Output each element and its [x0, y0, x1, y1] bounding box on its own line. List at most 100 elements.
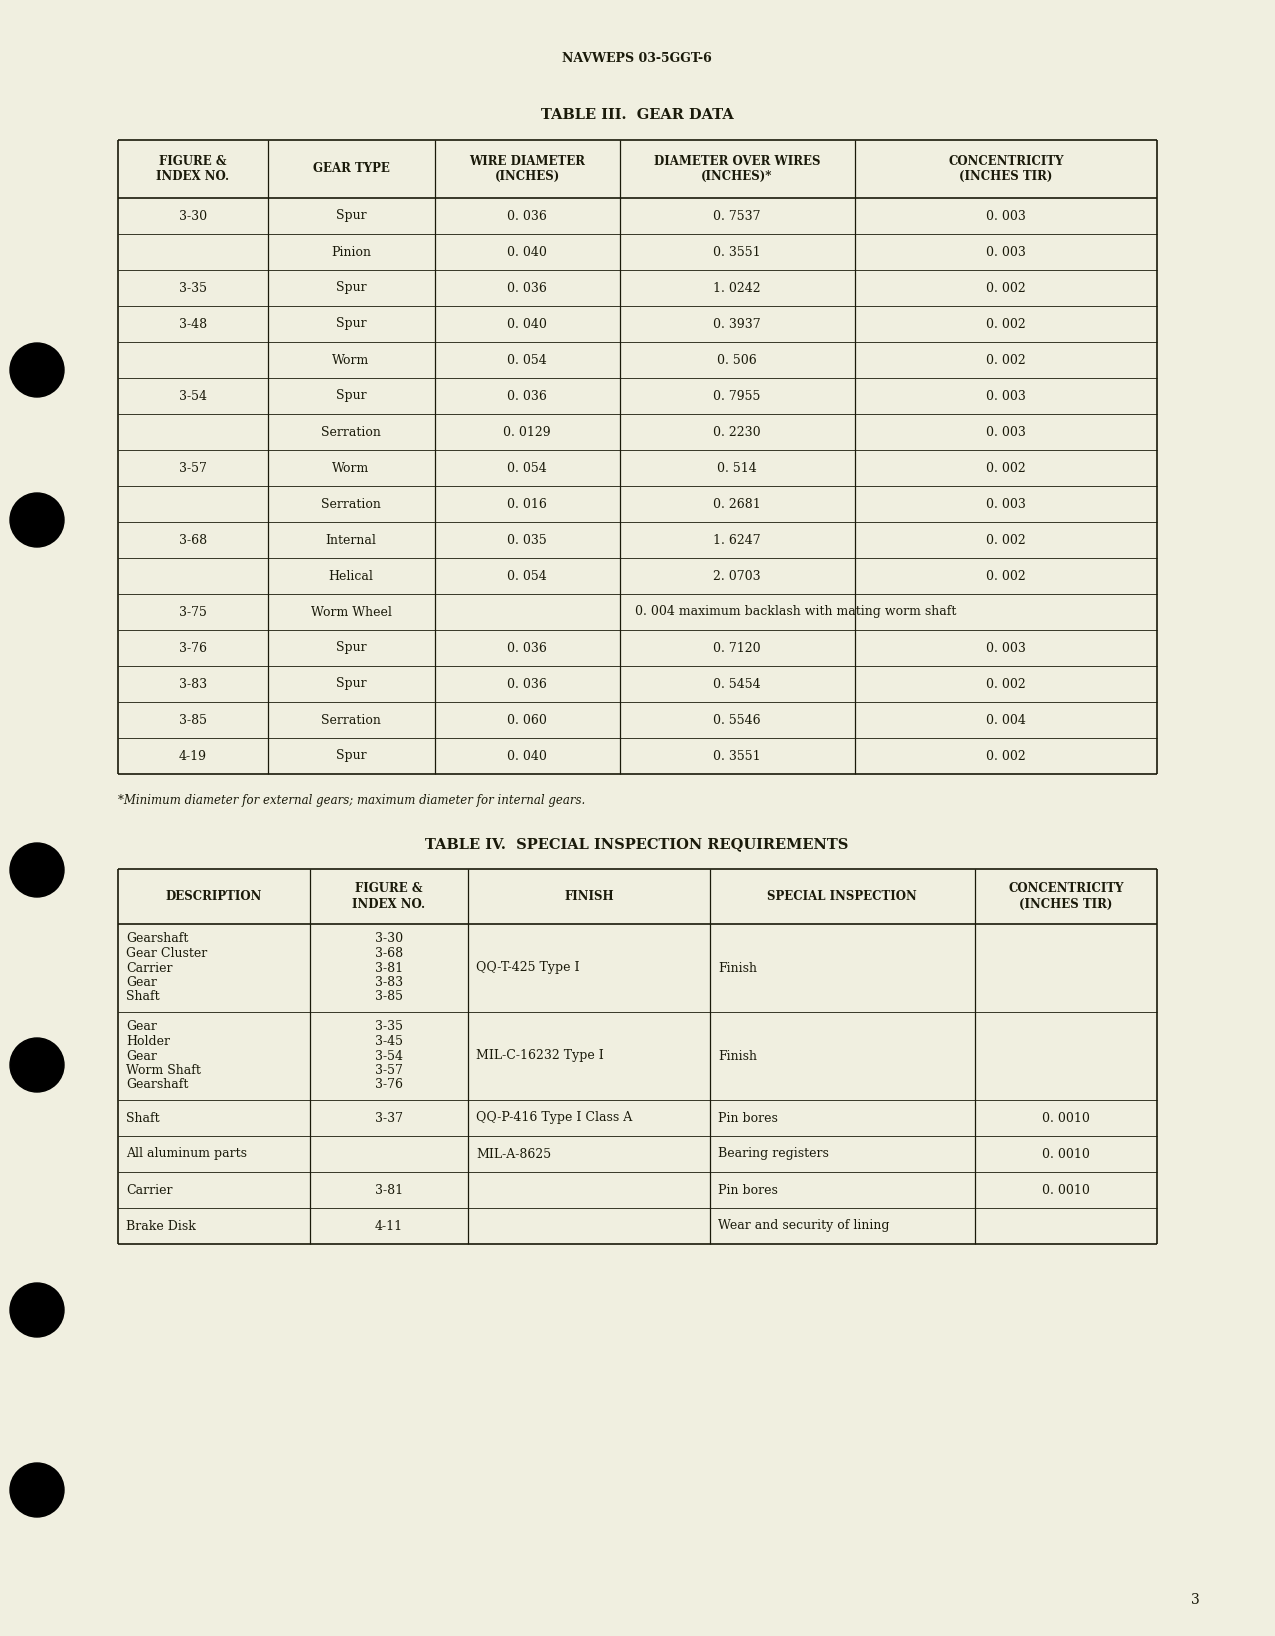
Text: 3-68: 3-68: [375, 947, 403, 960]
Text: Serration: Serration: [321, 713, 381, 726]
Text: DIAMETER OVER WIRES
(INCHES)*: DIAMETER OVER WIRES (INCHES)*: [654, 155, 820, 183]
Text: Helical: Helical: [329, 569, 374, 582]
Text: 0. 2681: 0. 2681: [713, 497, 761, 510]
Text: 0. 003: 0. 003: [986, 209, 1026, 222]
Text: WIRE DIAMETER
(INCHES): WIRE DIAMETER (INCHES): [469, 155, 585, 183]
Text: MIL-C-16232 Type I: MIL-C-16232 Type I: [476, 1050, 604, 1062]
Text: MIL-A-8625: MIL-A-8625: [476, 1147, 551, 1160]
Text: CONCENTRICITY
(INCHES TIR): CONCENTRICITY (INCHES TIR): [949, 155, 1063, 183]
Text: 0. 036: 0. 036: [507, 209, 547, 222]
Text: 3-35: 3-35: [375, 1021, 403, 1034]
Text: 4-11: 4-11: [375, 1219, 403, 1232]
Text: Gear: Gear: [126, 1050, 157, 1062]
Text: 3-75: 3-75: [179, 605, 207, 618]
Text: *Minimum diameter for external gears; maximum diameter for internal gears.: *Minimum diameter for external gears; ma…: [119, 793, 585, 807]
Text: Gear Cluster: Gear Cluster: [126, 947, 208, 960]
Text: 0. 054: 0. 054: [507, 461, 547, 474]
Text: 0. 3551: 0. 3551: [713, 245, 761, 258]
Text: Spur: Spur: [335, 281, 366, 294]
Text: Gearshaft: Gearshaft: [126, 1078, 189, 1091]
Text: 0. 003: 0. 003: [986, 641, 1026, 654]
Text: TABLE IV.  SPECIAL INSPECTION REQUIREMENTS: TABLE IV. SPECIAL INSPECTION REQUIREMENT…: [426, 838, 849, 851]
Circle shape: [10, 1037, 64, 1091]
Text: 0. 036: 0. 036: [507, 641, 547, 654]
Text: 0. 7537: 0. 7537: [713, 209, 761, 222]
Text: Spur: Spur: [335, 389, 366, 402]
Text: 0. 040: 0. 040: [507, 245, 547, 258]
Text: 3-76: 3-76: [375, 1078, 403, 1091]
Text: 0. 003: 0. 003: [986, 245, 1026, 258]
Text: 3-35: 3-35: [179, 281, 207, 294]
Text: Worm Shaft: Worm Shaft: [126, 1063, 201, 1076]
Text: 0. 004: 0. 004: [986, 713, 1026, 726]
Circle shape: [10, 1463, 64, 1517]
Text: Gearshaft: Gearshaft: [126, 933, 189, 946]
Text: 3-30: 3-30: [179, 209, 207, 222]
Text: 3-85: 3-85: [375, 990, 403, 1003]
Text: Pin bores: Pin bores: [718, 1183, 778, 1196]
Text: 0. 004 maximum backlash with mating worm shaft: 0. 004 maximum backlash with mating worm…: [635, 605, 956, 618]
Text: Wear and security of lining: Wear and security of lining: [718, 1219, 890, 1232]
Text: Carrier: Carrier: [126, 1183, 172, 1196]
Text: 0. 5546: 0. 5546: [713, 713, 761, 726]
Text: Spur: Spur: [335, 209, 366, 222]
Text: 0. 7120: 0. 7120: [713, 641, 761, 654]
Text: 0. 002: 0. 002: [986, 533, 1026, 546]
Text: 3-48: 3-48: [179, 317, 207, 330]
Text: 0. 002: 0. 002: [986, 461, 1026, 474]
Text: 3-83: 3-83: [179, 677, 207, 690]
Text: 0. 040: 0. 040: [507, 749, 547, 762]
Text: 0. 002: 0. 002: [986, 749, 1026, 762]
Text: 0. 035: 0. 035: [507, 533, 547, 546]
Text: CONCENTRICITY
(INCHES TIR): CONCENTRICITY (INCHES TIR): [1009, 882, 1123, 911]
Text: 3-37: 3-37: [375, 1111, 403, 1124]
Text: 0. 003: 0. 003: [986, 497, 1026, 510]
Text: Serration: Serration: [321, 425, 381, 438]
Text: Worm Wheel: Worm Wheel: [311, 605, 391, 618]
Text: 0. 0010: 0. 0010: [1042, 1111, 1090, 1124]
Text: 0. 060: 0. 060: [507, 713, 547, 726]
Text: 0. 3551: 0. 3551: [713, 749, 761, 762]
Text: Worm: Worm: [333, 353, 370, 366]
Text: 2. 0703: 2. 0703: [713, 569, 761, 582]
Text: FINISH: FINISH: [564, 890, 613, 903]
Text: 3-30: 3-30: [375, 933, 403, 946]
Text: 0. 514: 0. 514: [717, 461, 757, 474]
Text: 3-68: 3-68: [179, 533, 207, 546]
Text: SPECIAL INSPECTION: SPECIAL INSPECTION: [768, 890, 917, 903]
Text: Spur: Spur: [335, 317, 366, 330]
Text: 0. 002: 0. 002: [986, 569, 1026, 582]
Text: 3-81: 3-81: [375, 962, 403, 975]
Text: FIGURE &
INDEX NO.: FIGURE & INDEX NO.: [352, 882, 426, 911]
Text: 0. 054: 0. 054: [507, 353, 547, 366]
Text: QQ-T-425 Type I: QQ-T-425 Type I: [476, 962, 580, 975]
Text: 0. 036: 0. 036: [507, 389, 547, 402]
Text: 0. 002: 0. 002: [986, 353, 1026, 366]
Text: 0. 506: 0. 506: [717, 353, 757, 366]
Text: 0. 0010: 0. 0010: [1042, 1183, 1090, 1196]
Text: 0. 002: 0. 002: [986, 317, 1026, 330]
Text: 1. 0242: 1. 0242: [713, 281, 761, 294]
Text: 0. 002: 0. 002: [986, 677, 1026, 690]
Circle shape: [10, 1283, 64, 1337]
Text: 3-76: 3-76: [179, 641, 207, 654]
Text: 0. 002: 0. 002: [986, 281, 1026, 294]
Text: Shaft: Shaft: [126, 1111, 159, 1124]
Text: Spur: Spur: [335, 641, 366, 654]
Text: 3-45: 3-45: [375, 1036, 403, 1049]
Circle shape: [10, 843, 64, 897]
Text: Holder: Holder: [126, 1036, 170, 1049]
Text: 3: 3: [1191, 1593, 1200, 1607]
Text: 3-54: 3-54: [179, 389, 207, 402]
Text: DESCRIPTION: DESCRIPTION: [166, 890, 263, 903]
Text: 0. 5454: 0. 5454: [713, 677, 761, 690]
Text: 4-19: 4-19: [179, 749, 207, 762]
Text: GEAR TYPE: GEAR TYPE: [312, 162, 389, 175]
Circle shape: [10, 492, 64, 546]
Text: TABLE III.  GEAR DATA: TABLE III. GEAR DATA: [541, 108, 733, 123]
Text: Finish: Finish: [718, 962, 757, 975]
Text: 3-54: 3-54: [375, 1050, 403, 1062]
Text: 0. 7955: 0. 7955: [713, 389, 761, 402]
Text: FIGURE &
INDEX NO.: FIGURE & INDEX NO.: [157, 155, 230, 183]
Text: Spur: Spur: [335, 677, 366, 690]
